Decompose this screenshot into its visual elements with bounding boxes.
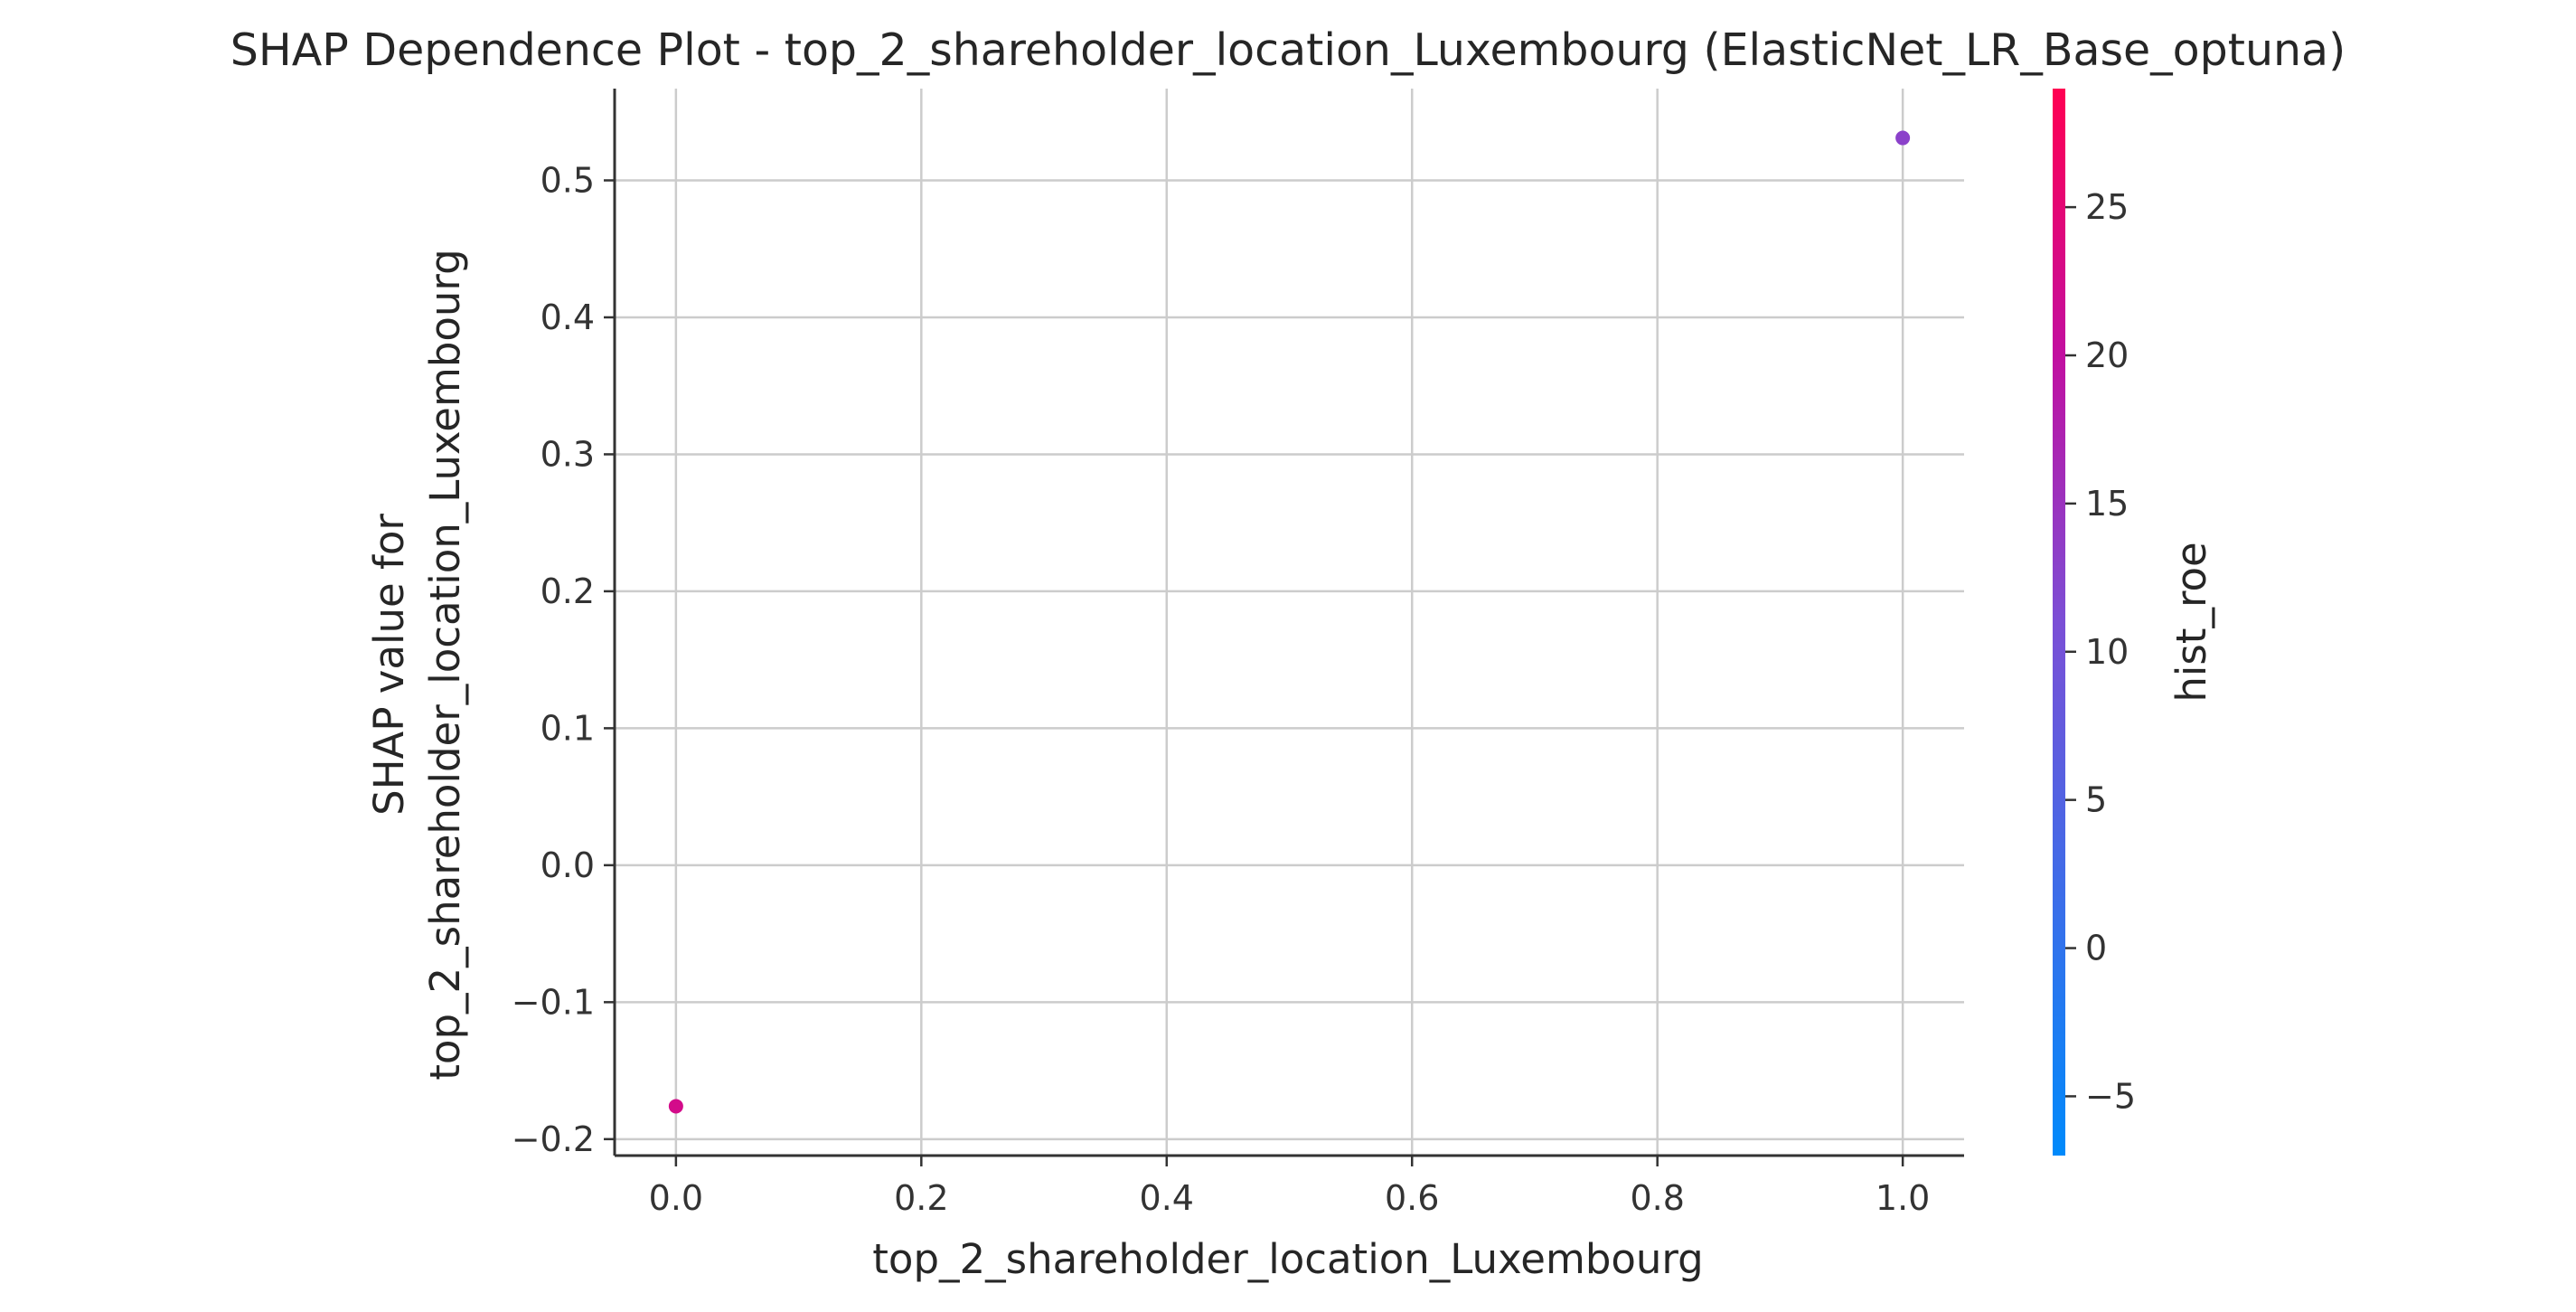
x-tick-label-2: 0.4: [1140, 1178, 1194, 1218]
y-tick-label-5: 0.3: [541, 434, 595, 474]
colorbar-tick-label-6: 25: [2085, 187, 2129, 227]
data-point-0: [668, 1099, 683, 1114]
colorbar-tick-label-5: 20: [2085, 335, 2129, 375]
y-tick-label-0: −0.2: [512, 1119, 595, 1159]
x-tick-label-3: 0.6: [1385, 1178, 1439, 1218]
y-tick-label-4: 0.2: [541, 571, 595, 611]
colorbar-tick-label-2: 5: [2085, 780, 2107, 820]
colorbar-ticks: −5 0 5 10 15 20 25: [2065, 187, 2136, 1116]
chart-title: SHAP Dependence Plot - top_2_shareholder…: [230, 24, 2346, 76]
data-points: [668, 130, 1911, 1114]
colorbar-gradient: [2053, 89, 2065, 1156]
data-point-1: [1895, 130, 1911, 146]
colorbar: −5 0 5 10 15 20 25 hist_roe: [2053, 89, 2215, 1156]
colorbar-label: hist_roe: [2167, 542, 2215, 702]
y-ticks: −0.2 −0.1 0.0 0.1 0.2 0.3 0.4 0.5: [512, 160, 615, 1159]
x-tick-label-1: 0.2: [894, 1178, 948, 1218]
x-ticks: 0.0 0.2 0.4 0.6 0.8 1.0: [649, 1156, 1930, 1218]
colorbar-tick-label-1: 0: [2085, 929, 2107, 968]
y-axis-label: SHAP value for top_2_shareholder_locatio…: [365, 249, 469, 1080]
grid-lines: [615, 89, 1964, 1156]
colorbar-tick-label-3: 10: [2085, 632, 2129, 672]
y-axis-label-line-1: SHAP value for: [365, 514, 413, 816]
y-tick-label-7: 0.5: [541, 160, 595, 200]
axes: [613, 89, 1964, 1157]
y-tick-label-1: −0.1: [512, 982, 595, 1022]
x-tick-label-5: 1.0: [1876, 1178, 1930, 1218]
x-tick-label-0: 0.0: [649, 1178, 703, 1218]
x-axis-label: top_2_shareholder_location_Luxembourg: [872, 1235, 1703, 1283]
colorbar-tick-label-4: 15: [2085, 484, 2129, 524]
y-axis-label-line-2: top_2_shareholder_location_Luxembourg: [421, 249, 469, 1080]
x-tick-label-4: 0.8: [1630, 1178, 1684, 1218]
y-tick-label-6: 0.4: [541, 297, 595, 337]
y-tick-label-2: 0.0: [541, 845, 595, 885]
y-tick-label-3: 0.1: [541, 708, 595, 748]
colorbar-tick-label-0: −5: [2085, 1076, 2136, 1116]
